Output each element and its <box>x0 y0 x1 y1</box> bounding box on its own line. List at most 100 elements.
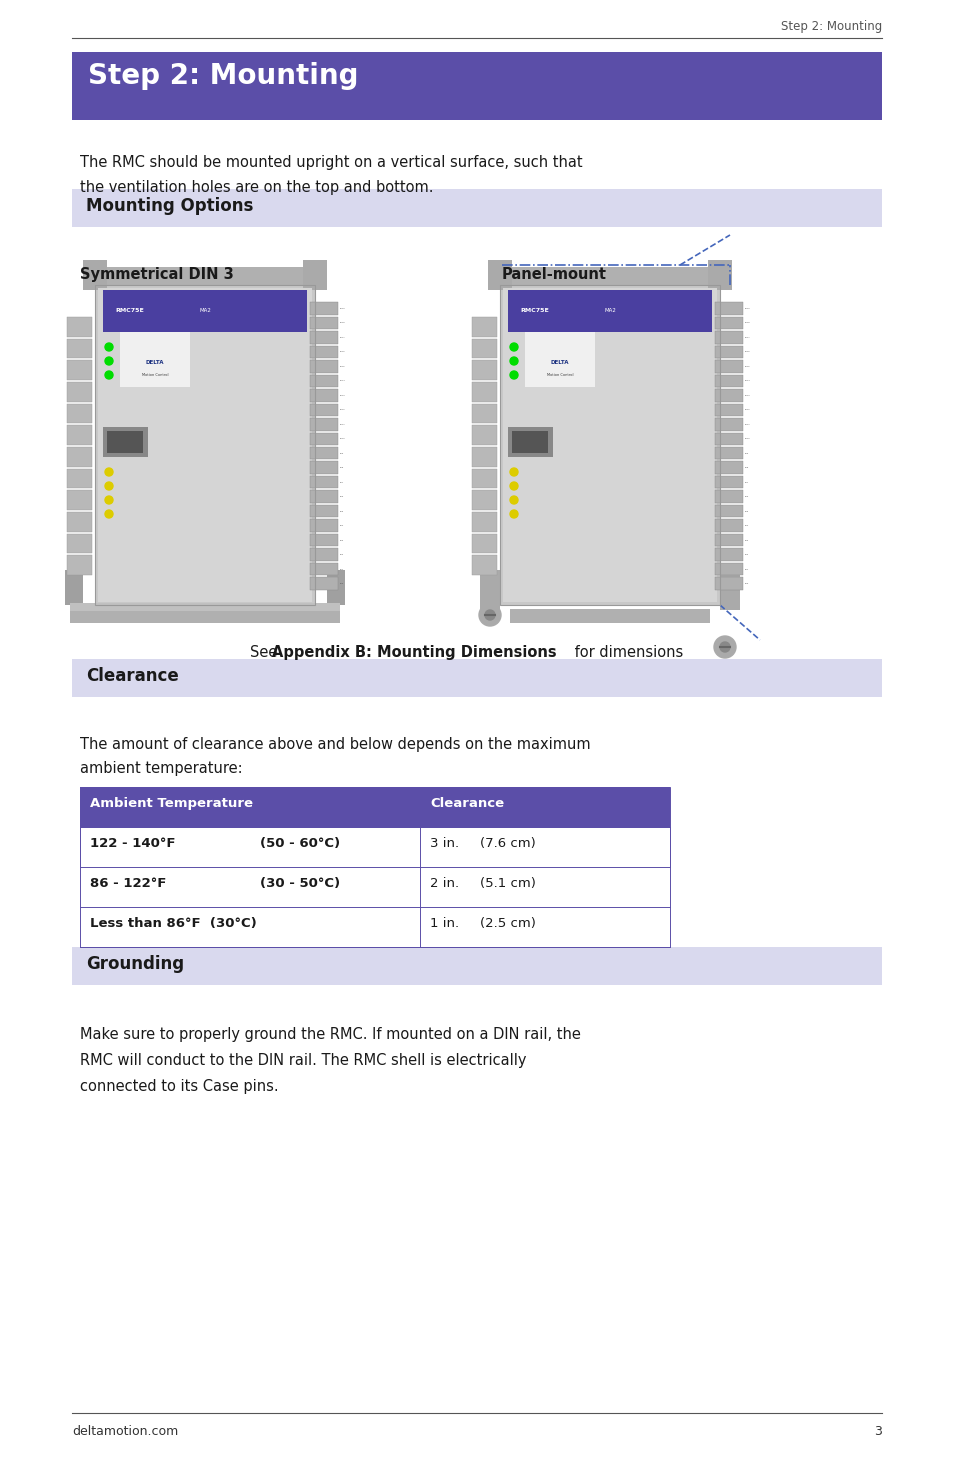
Bar <box>310 360 337 373</box>
Bar <box>707 260 731 291</box>
Bar <box>107 431 143 453</box>
Text: MA2: MA2 <box>603 308 616 314</box>
Bar <box>310 330 337 344</box>
Text: 3: 3 <box>873 1425 882 1438</box>
Text: Motion Control: Motion Control <box>142 373 168 378</box>
Bar <box>310 462 337 473</box>
Circle shape <box>510 482 517 490</box>
Text: (5.1 cm): (5.1 cm) <box>479 878 536 889</box>
Bar <box>510 267 709 285</box>
Bar <box>720 569 740 611</box>
Text: 2 in.: 2 in. <box>430 878 458 889</box>
Bar <box>310 491 337 503</box>
Bar <box>80 788 669 947</box>
Bar <box>83 260 107 291</box>
Circle shape <box>105 357 112 364</box>
Text: DELTA: DELTA <box>550 360 569 364</box>
Bar <box>714 330 742 344</box>
Circle shape <box>510 372 517 379</box>
Text: deltamotion.com: deltamotion.com <box>71 1425 178 1438</box>
Bar <box>310 317 337 329</box>
Bar <box>310 432 337 445</box>
Bar <box>472 512 497 531</box>
Text: the ventilation holes are on the top and bottom.: the ventilation holes are on the top and… <box>80 180 433 195</box>
Bar <box>71 52 882 119</box>
Bar <box>103 426 148 457</box>
Bar <box>714 389 742 401</box>
Text: Step 2: Mounting: Step 2: Mounting <box>780 21 882 32</box>
Bar <box>80 907 669 947</box>
Bar <box>714 462 742 473</box>
Bar <box>67 339 91 358</box>
Bar <box>310 389 337 401</box>
Text: Panel-mount: Panel-mount <box>501 267 606 282</box>
Text: connected to its Case pins.: connected to its Case pins. <box>80 1080 278 1094</box>
Text: Mounting Options: Mounting Options <box>86 198 253 215</box>
Circle shape <box>720 642 729 652</box>
Text: (50 - 60°C): (50 - 60°C) <box>260 836 340 850</box>
Bar <box>310 534 337 547</box>
Bar <box>714 432 742 445</box>
Bar <box>479 569 499 611</box>
Bar <box>524 332 595 386</box>
Text: Make sure to properly ground the RMC. If mounted on a DIN rail, the: Make sure to properly ground the RMC. If… <box>80 1027 580 1041</box>
Text: (7.6 cm): (7.6 cm) <box>479 836 536 850</box>
Bar <box>472 534 497 553</box>
Bar <box>507 291 711 332</box>
Bar <box>488 260 512 291</box>
Bar <box>714 417 742 431</box>
Text: 1 in.: 1 in. <box>430 917 458 931</box>
Text: Clearance: Clearance <box>430 796 503 810</box>
Bar <box>67 360 91 381</box>
Circle shape <box>105 344 112 351</box>
Circle shape <box>105 496 112 504</box>
Bar <box>499 285 720 605</box>
Bar <box>103 291 307 332</box>
Bar <box>98 288 312 602</box>
Bar <box>71 189 882 227</box>
Text: See: See <box>250 645 282 659</box>
Bar <box>303 260 327 291</box>
Bar <box>714 360 742 373</box>
Text: RMC75E: RMC75E <box>519 308 548 314</box>
Bar <box>714 375 742 386</box>
Bar <box>714 476 742 488</box>
Circle shape <box>478 603 500 625</box>
Text: Appendix B: Mounting Dimensions: Appendix B: Mounting Dimensions <box>272 645 556 659</box>
Circle shape <box>105 482 112 490</box>
Bar <box>65 569 83 605</box>
Bar <box>472 447 497 466</box>
Bar <box>310 345 337 358</box>
Text: Less than 86°F  (30°C): Less than 86°F (30°C) <box>90 917 256 931</box>
Text: The RMC should be mounted upright on a vertical surface, such that: The RMC should be mounted upright on a v… <box>80 155 582 170</box>
Bar <box>120 332 190 386</box>
Bar <box>714 549 742 560</box>
Bar <box>310 519 337 532</box>
Bar <box>472 360 497 381</box>
Bar <box>472 555 497 575</box>
Bar <box>714 519 742 532</box>
Text: 3 in.: 3 in. <box>430 836 458 850</box>
Bar <box>95 285 314 605</box>
Bar <box>310 417 337 431</box>
Circle shape <box>510 344 517 351</box>
Bar <box>512 431 547 453</box>
Text: RMC75E: RMC75E <box>115 308 144 314</box>
Bar <box>80 867 669 907</box>
Circle shape <box>105 510 112 518</box>
Text: 122 - 140°F: 122 - 140°F <box>90 836 175 850</box>
Bar <box>714 504 742 518</box>
Bar <box>714 578 742 590</box>
Bar <box>327 569 345 605</box>
Circle shape <box>713 636 735 658</box>
Bar <box>67 490 91 510</box>
Circle shape <box>510 468 517 476</box>
Bar <box>472 317 497 336</box>
Bar <box>67 447 91 466</box>
Bar <box>67 512 91 531</box>
Text: 86 - 122°F: 86 - 122°F <box>90 878 166 889</box>
Circle shape <box>510 510 517 518</box>
Bar <box>510 609 709 622</box>
Text: Clearance: Clearance <box>86 667 178 684</box>
Bar <box>714 345 742 358</box>
